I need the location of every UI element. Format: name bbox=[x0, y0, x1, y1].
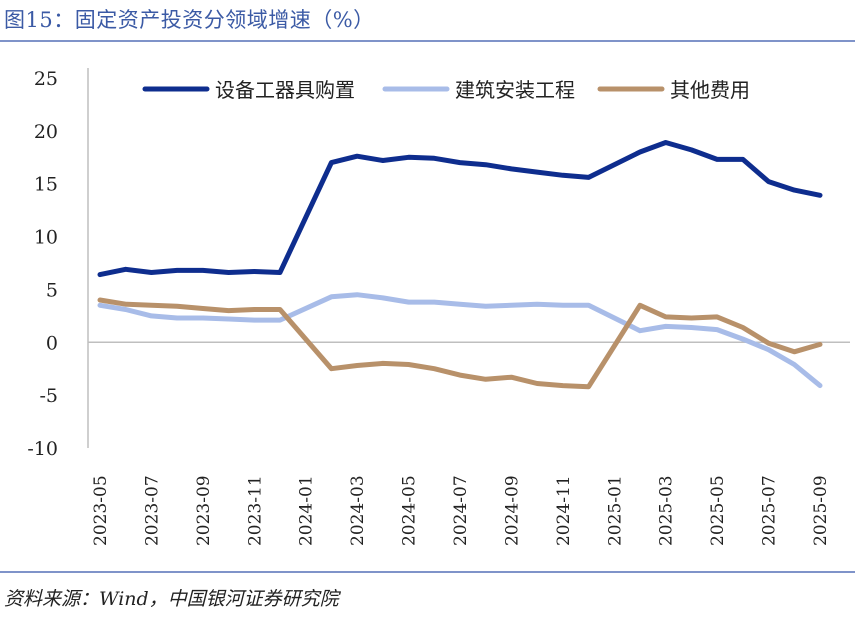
legend: 设备工器具购置 建筑安装工程 其他费用 bbox=[142, 78, 750, 102]
x-tick-label: 2023-05 bbox=[91, 475, 111, 546]
y-tick-label: -10 bbox=[27, 438, 58, 460]
legend-item: 设备工器具购置 bbox=[142, 78, 355, 102]
y-tick-label: 25 bbox=[34, 68, 58, 90]
figure-title: 图15：固定资产投资分领域增速（%） bbox=[4, 8, 375, 32]
x-tick-label: 2024-03 bbox=[348, 475, 368, 546]
x-tick-label: 2025-09 bbox=[811, 475, 831, 546]
y-tick-label: 10 bbox=[34, 227, 58, 249]
y-tick-label: 0 bbox=[46, 332, 58, 354]
y-axis: 25 20 15 10 5 0 -5 -10 bbox=[27, 68, 850, 460]
legend-item: 建筑安装工程 bbox=[382, 78, 575, 102]
series-line bbox=[97, 292, 823, 389]
x-tick-label: 2024-07 bbox=[451, 475, 471, 546]
x-tick-label: 2023-09 bbox=[194, 475, 214, 546]
x-tick-label: 2025-05 bbox=[708, 475, 728, 546]
series-line bbox=[97, 297, 823, 390]
y-tick-label: -5 bbox=[39, 385, 58, 407]
y-tick-label: 15 bbox=[34, 174, 58, 196]
series-lines bbox=[97, 140, 823, 390]
legend-label: 设备工器具购置 bbox=[215, 78, 355, 102]
y-tick-label: 20 bbox=[34, 121, 58, 143]
x-axis: 2023-05 2023-07 2023-09 2023-11 2024-01 2024-… bbox=[91, 475, 831, 546]
x-tick-label: 2024-01 bbox=[297, 475, 317, 546]
x-tick-label: 2025-01 bbox=[605, 475, 625, 546]
y-tick-label: 5 bbox=[46, 279, 58, 301]
legend-label: 其他费用 bbox=[670, 78, 750, 102]
x-tick-label: 2023-11 bbox=[245, 475, 265, 546]
x-tick-label: 2024-11 bbox=[554, 475, 574, 546]
x-tick-label: 2023-07 bbox=[142, 475, 162, 546]
title-divider bbox=[0, 40, 855, 42]
source-note: 资料来源：Wind，中国银河证券研究院 bbox=[4, 588, 339, 610]
series-line bbox=[97, 140, 823, 278]
x-tick-label: 2025-03 bbox=[657, 475, 677, 546]
source-divider bbox=[0, 571, 855, 573]
x-tick-label: 2024-05 bbox=[400, 475, 420, 546]
x-tick-label: 2025-07 bbox=[760, 475, 780, 546]
x-tick-label: 2024-09 bbox=[502, 475, 522, 546]
legend-item: 其他费用 bbox=[597, 78, 750, 102]
legend-label: 建筑安装工程 bbox=[455, 78, 575, 102]
